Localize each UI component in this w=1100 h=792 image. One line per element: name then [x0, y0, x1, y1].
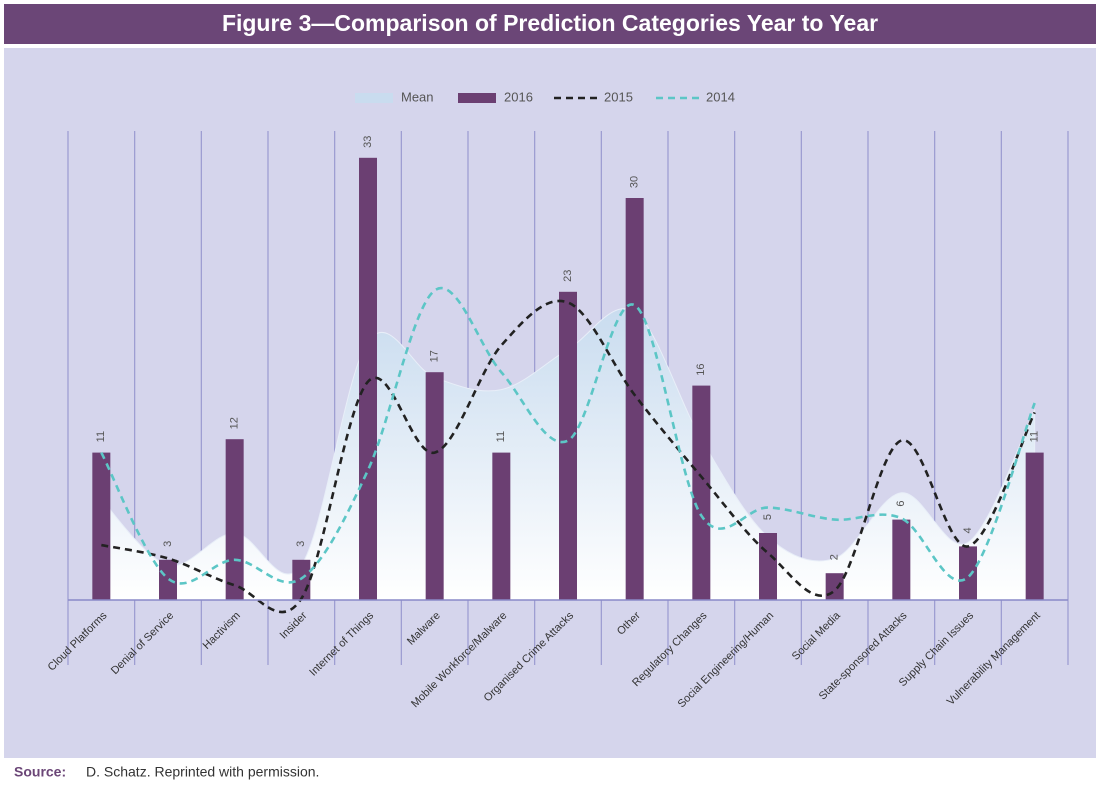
legend-label: Mean	[401, 89, 434, 104]
line-series	[101, 299, 1036, 614]
source-label: Source:	[14, 764, 66, 780]
bar	[892, 519, 911, 600]
chart-title: Figure 3—Comparison of Prediction Catego…	[222, 10, 878, 36]
source-text: D. Schatz. Reprinted with permission.	[86, 764, 319, 780]
data-label: 3	[162, 541, 174, 547]
data-label: 23	[562, 270, 574, 282]
bar	[159, 559, 177, 600]
bar	[225, 439, 244, 600]
legend-label: 2014	[706, 89, 735, 104]
data-label: 6	[895, 501, 907, 507]
legend-label: 2015	[604, 89, 633, 104]
bar	[959, 546, 977, 600]
data-label: 4	[962, 527, 974, 533]
data-label: 12	[229, 417, 241, 429]
data-label: 16	[695, 363, 707, 375]
bar	[492, 452, 511, 600]
title-bar	[4, 4, 1096, 44]
bar	[425, 372, 444, 600]
bar	[559, 291, 577, 600]
bar	[625, 198, 644, 600]
data-label: 11	[95, 431, 107, 442]
bar	[825, 573, 844, 600]
data-label: 2	[829, 554, 841, 560]
legend: Mean 2016 2015 2014	[355, 89, 735, 104]
legend-swatch	[458, 93, 496, 103]
legend-label: 2016	[504, 89, 533, 104]
bar	[359, 157, 377, 601]
data-label: 11	[495, 431, 507, 442]
data-label: 3	[295, 541, 307, 547]
bar	[92, 452, 111, 600]
bar	[1025, 452, 1044, 600]
data-label: 17	[429, 350, 441, 362]
bar	[759, 533, 777, 600]
legend-swatch	[355, 93, 393, 103]
data-label: 30	[629, 176, 641, 188]
data-label: 11	[1029, 431, 1041, 442]
data-label: 33	[362, 136, 374, 148]
bar	[692, 385, 711, 600]
data-label: 5	[762, 514, 774, 520]
